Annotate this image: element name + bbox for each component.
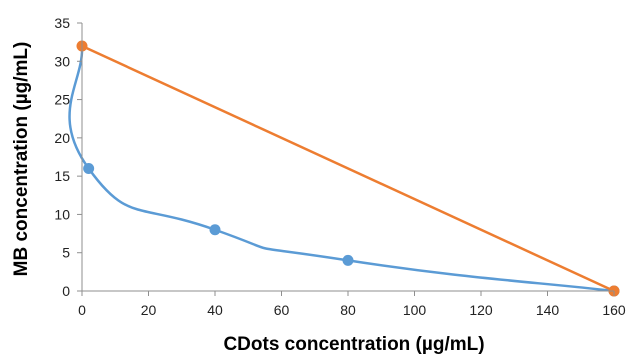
x-tick-label: 80 <box>340 302 356 318</box>
series-layer <box>68 40 620 297</box>
x-axis-title: CDots concentration (µg/mL) <box>223 334 484 355</box>
y-axis-title: MB concentration (µg/mL) <box>11 42 32 277</box>
x-tick-label: 100 <box>403 302 427 318</box>
series-1-point <box>342 254 354 266</box>
x-tick-label: 160 <box>602 302 626 318</box>
ticks-layer: 0 20 40 60 80 100 120 140 160 0 5 10 15 20 25 30 35 <box>54 15 625 318</box>
y-tick-label: 10 <box>54 206 70 222</box>
x-tick-label: 60 <box>274 302 290 318</box>
y-tick-label: 5 <box>62 245 70 261</box>
x-tick-label: 140 <box>536 302 560 318</box>
series-1-point <box>83 162 95 174</box>
y-tick-label: 30 <box>54 53 70 69</box>
y-tick-label: 0 <box>62 283 70 299</box>
series-1-line <box>68 45 615 293</box>
y-tick-label: 35 <box>54 15 70 31</box>
x-tick-label: 20 <box>141 302 157 318</box>
x-tick-label: 120 <box>469 302 493 318</box>
x-tick-label: 40 <box>207 302 223 318</box>
y-tick-label: 15 <box>54 168 70 184</box>
y-tick-label: 25 <box>54 92 70 108</box>
x-tick-label: 0 <box>78 302 86 318</box>
series-1-point <box>209 224 221 236</box>
series-2-line <box>81 44 615 293</box>
y-tick-label: 20 <box>54 130 70 146</box>
